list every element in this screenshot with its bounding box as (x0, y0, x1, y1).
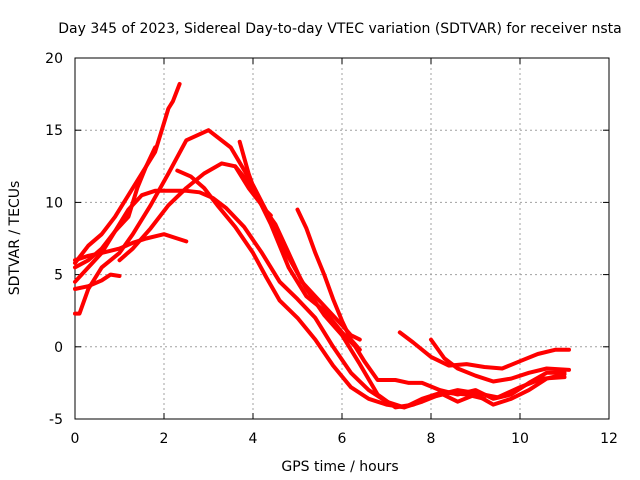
series-line-arc-8 (175, 168, 567, 410)
y-axis-label: SDTVAR / TECUs (7, 181, 23, 296)
x-axis-label: GPS time / hours (281, 459, 398, 475)
series-line-arc-12 (397, 330, 571, 371)
series-line-arc-6 (73, 145, 158, 270)
series-line-arc-13 (429, 337, 571, 384)
y-tick-label: 10 (45, 195, 63, 211)
x-tick-label: 10 (511, 431, 529, 447)
y-tick-label: -5 (49, 412, 63, 428)
series-line-arc-11 (295, 207, 362, 352)
x-tick-labels: 0 2 4 6 8 10 12 (71, 431, 618, 447)
series-line-arc-3 (73, 188, 567, 410)
y-tick-label: 5 (54, 268, 63, 284)
axis-ticks (74, 57, 610, 420)
y-tick-label: 20 (45, 51, 63, 67)
series-layer (73, 82, 571, 410)
x-tick-label: 0 (71, 431, 80, 447)
y-tick-label: 15 (45, 123, 63, 139)
x-tick-label: 2 (160, 431, 169, 447)
x-tick-label: 6 (338, 431, 347, 447)
y-tick-labels: -5 0 5 10 15 20 (45, 51, 63, 428)
series-line-arc-5 (73, 272, 122, 291)
chart-title: Day 345 of 2023, Sidereal Day-to-day VTE… (58, 21, 621, 37)
x-tick-label: 12 (600, 431, 618, 447)
series-line-arc-2 (73, 128, 487, 410)
x-tick-label: 4 (249, 431, 258, 447)
y-tick-label: 0 (54, 340, 63, 356)
grid-lines (75, 58, 609, 419)
x-tick-label: 8 (427, 431, 436, 447)
